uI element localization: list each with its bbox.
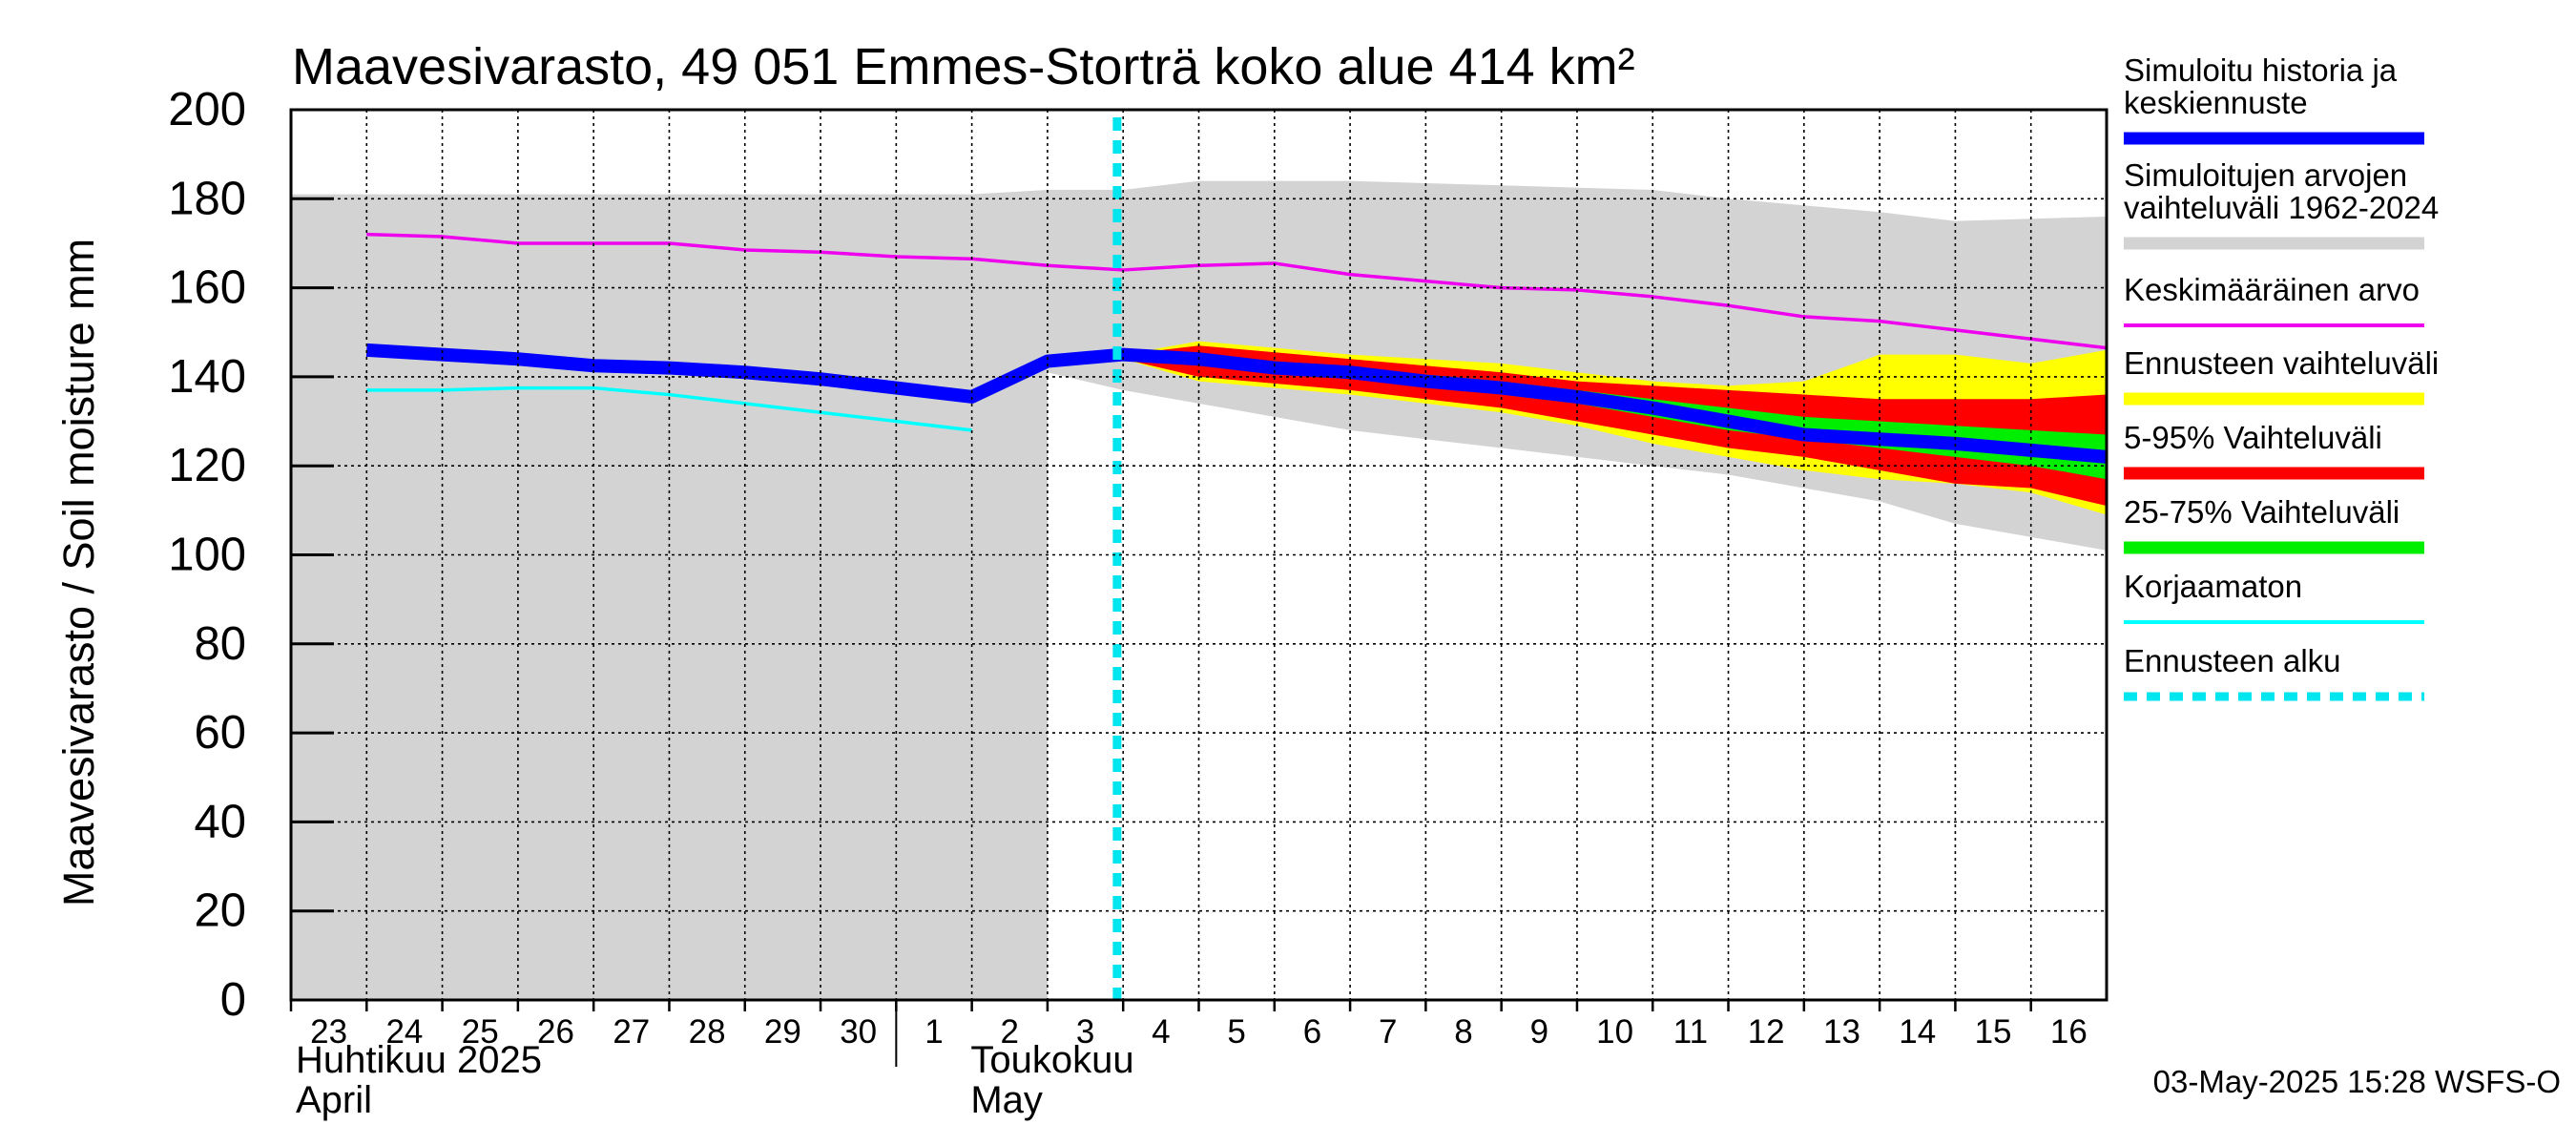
footer-timestamp: 03-May-2025 15:28 WSFS-O	[2153, 1064, 2561, 1099]
y-tick-label: 160	[168, 262, 246, 314]
x-tick-label: 13	[1823, 1013, 1860, 1051]
y-tick-label: 140	[168, 351, 246, 403]
x-tick-label: 15	[1975, 1013, 2012, 1051]
month-label-en: April	[296, 1079, 372, 1121]
y-axis-label: Maavesivarasto / Soil moisture mm	[54, 239, 103, 906]
y-tick-label: 60	[194, 707, 246, 759]
y-tick-label: 100	[168, 530, 246, 581]
x-tick-label: 4	[1152, 1013, 1170, 1051]
legend-label: Keskimääräinen arvo	[2124, 272, 2420, 307]
x-tick-label: 14	[1899, 1013, 1936, 1051]
x-tick-label: 26	[537, 1013, 574, 1051]
x-tick-label: 10	[1596, 1013, 1633, 1051]
y-tick-label: 200	[168, 84, 246, 135]
legend-item: Korjaamaton	[2124, 569, 2424, 624]
legend-label: vaihteluväli 1962-2024	[2124, 190, 2439, 225]
legend-item: Keskimääräinen arvo	[2124, 272, 2424, 327]
x-tick-label: 12	[1748, 1013, 1785, 1051]
month-label: Toukokuu	[970, 1039, 1133, 1081]
x-tick-label: 11	[1673, 1013, 1708, 1051]
month-label: Huhtikuu 2025	[296, 1039, 542, 1081]
x-tick-label: 6	[1303, 1013, 1321, 1051]
x-tick-label: 8	[1454, 1013, 1472, 1051]
legend-label: Ennusteen vaihteluväli	[2124, 345, 2439, 381]
series-mean-line	[366, 232, 2108, 350]
month-label-en: May	[970, 1079, 1043, 1121]
legend-label: 25-75% Vaihteluväli	[2124, 494, 2399, 530]
x-tick-label: 1	[924, 1013, 943, 1051]
x-tick-label: 28	[689, 1013, 726, 1051]
x-tick-label: 7	[1379, 1013, 1397, 1051]
legend-label: Simuloitujen arvojen	[2124, 157, 2407, 193]
legend-item: Ennusteen vaihteluväli	[2124, 345, 2439, 406]
legend-label: keskiennuste	[2124, 85, 2308, 120]
x-tick-label: 2	[1001, 1013, 1019, 1051]
x-tick-label: 3	[1076, 1013, 1094, 1051]
x-tick-label: 27	[613, 1013, 650, 1051]
legend: Simuloitu historia jakeskiennusteSimuloi…	[2124, 52, 2439, 701]
x-tick-label: 24	[385, 1013, 423, 1051]
y-tick-label: 40	[194, 796, 246, 847]
legend-label: Korjaamaton	[2124, 569, 2302, 604]
x-tick-label: 29	[764, 1013, 801, 1051]
y-tick-label: 180	[168, 173, 246, 224]
legend-label: Ennusteen alku	[2124, 643, 2341, 678]
legend-item: 25-75% Vaihteluväli	[2124, 494, 2424, 554]
x-tick-label: 23	[310, 1013, 347, 1051]
y-tick-label: 80	[194, 618, 246, 670]
legend-item: 5-95% Vaihteluväli	[2124, 420, 2424, 480]
legend-item: Ennusteen alku	[2124, 643, 2424, 701]
x-tick-label: 16	[2050, 1013, 2088, 1051]
x-tick-label: 5	[1227, 1013, 1245, 1051]
x-tick-label: 30	[840, 1013, 877, 1051]
legend-label: Simuloitu historia ja	[2124, 52, 2398, 88]
y-tick-label: 20	[194, 885, 246, 937]
y-tick-label: 0	[220, 974, 246, 1026]
x-tick-label: 25	[462, 1013, 499, 1051]
x-tick-label: 9	[1530, 1013, 1548, 1051]
legend-label: 5-95% Vaihteluväli	[2124, 420, 2382, 455]
series-simulated-line	[365, 343, 2108, 464]
chart-title: Maavesivarasto, 49 051 Emmes-Storträ kok…	[292, 38, 1635, 95]
series-uncorrected-line	[366, 385, 972, 432]
y-tick-label: 120	[168, 440, 246, 491]
